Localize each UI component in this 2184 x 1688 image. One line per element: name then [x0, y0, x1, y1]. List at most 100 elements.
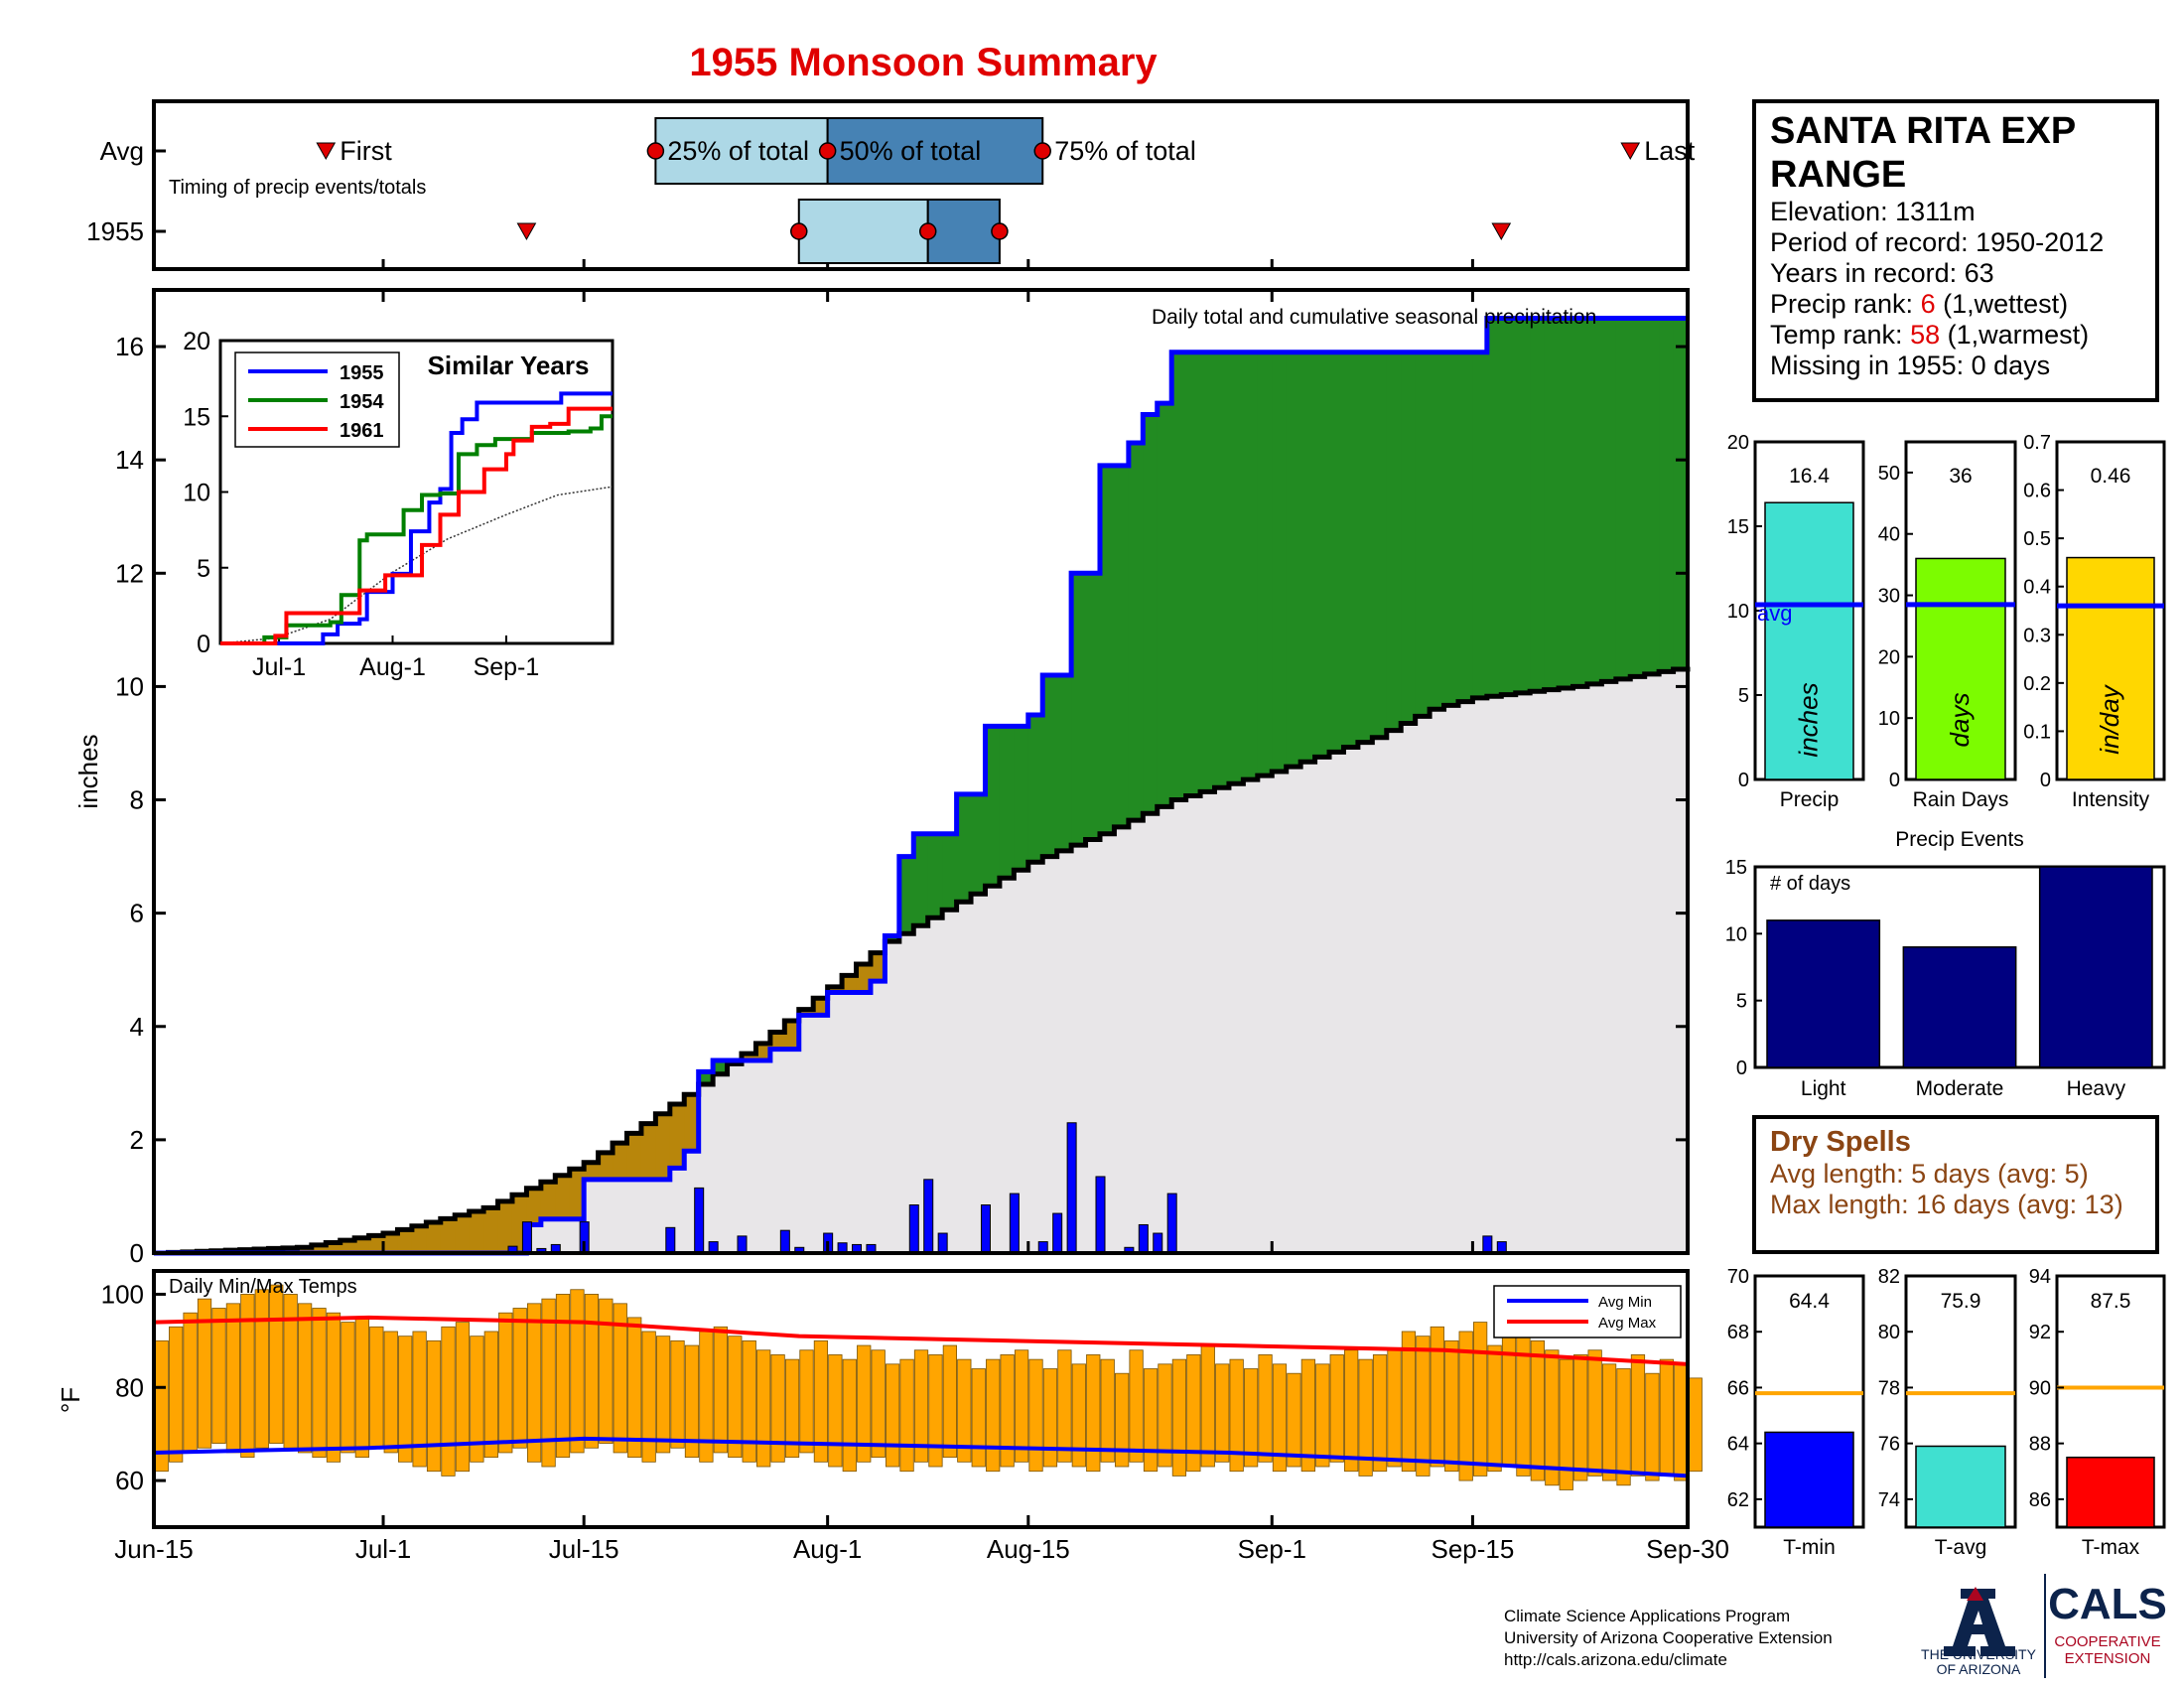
avg-cumulative-fill	[1515, 692, 1531, 1253]
daily-temp-bar	[584, 1294, 600, 1449]
precip-events-y-tick-label: 5	[1736, 991, 1747, 1013]
temp-frame	[152, 1269, 1690, 1529]
daily-temp-bar	[1573, 1354, 1588, 1481]
below-avg-area	[469, 1211, 484, 1253]
above-avg-area	[713, 1060, 729, 1074]
similar-series-1955	[220, 391, 613, 645]
avg-cumulative-fill	[1157, 806, 1172, 1253]
daily-temp-bar	[813, 1339, 829, 1463]
timing-p25-label: 25% of total	[667, 136, 809, 166]
precip-frame	[152, 288, 1690, 1255]
timing-p50-label: 50% of total	[840, 136, 982, 166]
temp-summary-value-label: 64.4	[1789, 1290, 1830, 1313]
daily-temp-bar	[1659, 1358, 1674, 1477]
daily-temp-bar	[1587, 1349, 1602, 1477]
below-avg-area	[383, 1233, 399, 1253]
summary-y-tick-label: 0.7	[2023, 432, 2051, 454]
daily-temp-bar	[1358, 1358, 1373, 1477]
daily-temp-bar	[426, 1339, 442, 1473]
timing-last-label: Last	[1644, 136, 1696, 166]
summary-y-tick-label: 15	[1727, 516, 1749, 538]
timing-percentile-marker	[818, 142, 837, 160]
daily-temp-bar	[1158, 1363, 1172, 1468]
daily-temp-bar	[713, 1326, 728, 1454]
daily-temp-bar	[1171, 1358, 1187, 1477]
precip-events-category: Light	[1801, 1077, 1846, 1100]
daily-temp-bar	[1487, 1344, 1502, 1473]
daily-precip-bar	[1482, 1235, 1493, 1254]
daily-temp-bar	[1387, 1349, 1402, 1468]
avg-cumulative-fill	[1501, 694, 1517, 1253]
temp-legend-label: Avg Min	[1598, 1294, 1652, 1311]
above-avg-area	[1228, 352, 1244, 784]
temp-rank: Temp rank: 58 (1,warmest)	[1770, 320, 2141, 351]
daily-temp-bar	[470, 1336, 484, 1463]
below-avg-area	[411, 1225, 427, 1253]
similar-y-tick-label: 10	[183, 480, 210, 507]
avg-cumulative-fill	[598, 1179, 614, 1253]
daily-temp-bar	[240, 1294, 255, 1459]
daily-temp-bar	[1645, 1372, 1660, 1481]
summary-panel-2: 0.46 in/day Intensity 0 0.1 0.2 0.3 0.4 0.5 0.6 0.…	[2023, 432, 2166, 811]
above-avg-area	[1157, 403, 1172, 807]
avg-cumulative-line	[154, 666, 1691, 1256]
daily-temp-bar	[398, 1336, 413, 1463]
daily-temp-bar	[942, 1344, 957, 1459]
avg-cumulative-fill	[913, 925, 929, 1253]
avg-cumulative-fill	[713, 1073, 729, 1253]
below-avg-area	[368, 1235, 384, 1253]
avg-cumulative-fill	[856, 992, 872, 1253]
above-avg-area	[913, 833, 929, 926]
below-avg-area	[769, 1032, 785, 1050]
avg-cumulative-fill	[1472, 697, 1488, 1253]
precip-rank-prefix: Precip rank:	[1770, 289, 1921, 319]
above-avg-area	[1272, 352, 1288, 772]
avg-cumulative-fill	[1143, 813, 1159, 1253]
similar-y-tick-label: 20	[183, 328, 210, 355]
above-avg-area	[1014, 726, 1029, 871]
above-avg-area	[1200, 352, 1216, 792]
summary-panel-1: 36 days Rain Days 0 10 20 30 40 50	[1878, 440, 2017, 811]
above-avg-area	[1530, 318, 1546, 692]
above-avg-area	[1027, 714, 1043, 863]
daily-temp-bar	[1630, 1354, 1646, 1477]
credits: Climate Science Applications Program Uni…	[1504, 1606, 1833, 1671]
summary-y-tick-label: 0.2	[2023, 673, 2051, 695]
avg-cumulative-fill	[1572, 686, 1588, 1253]
above-avg-area	[1185, 352, 1201, 796]
above-avg-area	[1056, 675, 1072, 851]
temp-summary-y-tick-label: 94	[2029, 1266, 2051, 1288]
station-elevation: Elevation: 1311m	[1770, 197, 1976, 226]
station-years: Years in record: 63	[1770, 258, 1994, 288]
summary-value-label: 36	[1949, 465, 1972, 488]
above-avg-area	[1415, 352, 1431, 717]
ua-block-a-inner	[1974, 1611, 1982, 1624]
avg-cumulative-fill	[842, 992, 858, 1253]
cals-logo-subtext: COOPERATIVE	[2054, 1633, 2160, 1650]
cals-logo-text: CALS	[2048, 1580, 2167, 1628]
below-avg-area	[613, 1143, 628, 1180]
summary-y-tick-label: 0.4	[2023, 577, 2051, 599]
above-avg-area	[1501, 318, 1517, 695]
avg-cumulative-fill	[898, 933, 914, 1253]
above-avg-area	[698, 1071, 714, 1084]
avg-cumulative-fill	[1659, 671, 1675, 1253]
daily-temp-bar	[1272, 1363, 1288, 1473]
avg-cumulative-fill	[1559, 688, 1574, 1253]
avg-cumulative-fill	[1128, 820, 1144, 1253]
below-avg-area	[555, 1175, 571, 1219]
similar-y-tick-label: 15	[183, 403, 210, 431]
above-avg-area	[1128, 443, 1144, 821]
daily-temp-bar	[1458, 1331, 1473, 1481]
daily-temp-bar	[641, 1331, 656, 1463]
daily-temp-bar	[225, 1303, 241, 1454]
avg-max-line	[153, 1315, 1689, 1366]
precip-y-tick-label: 6	[130, 899, 144, 928]
temp-summary-y-tick-label: 62	[1727, 1489, 1749, 1511]
avg-cumulative-fill	[1185, 795, 1201, 1253]
x-tick-label: Sep-15	[1431, 1534, 1514, 1564]
daily-temp-bar	[1014, 1349, 1029, 1463]
avg-cumulative-fill	[956, 902, 972, 1253]
precip-difference-areas	[168, 318, 1689, 1253]
